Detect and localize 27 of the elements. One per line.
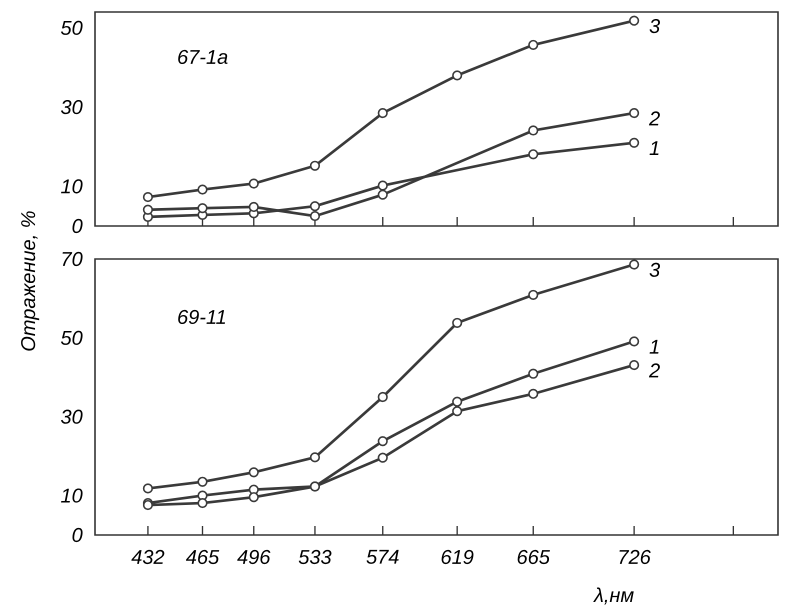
- x-tick-label: 496: [237, 550, 270, 564]
- x-tick-label: 574: [366, 550, 399, 564]
- y-tick-label: 10: [61, 488, 83, 503]
- y-tick-label: 50: [60, 330, 83, 345]
- y-tick-label: 30: [60, 410, 83, 424]
- x-tick-label: 619: [442, 550, 474, 564]
- y-tick-label: 0: [72, 528, 83, 542]
- annotation: 67-1a: [178, 50, 228, 64]
- y-tick-label: 0: [72, 218, 83, 234]
- x-tick-label: 726: [620, 550, 651, 564]
- annotation: 69-11: [178, 310, 226, 324]
- series-label: 3: [650, 262, 660, 277]
- x-tick-label: 665: [518, 550, 550, 564]
- x-tick-label: 432: [131, 550, 164, 564]
- x-tick-label: 465: [186, 550, 220, 564]
- y-tick-label: 30: [60, 100, 83, 114]
- y-tick-label: 50: [60, 20, 83, 35]
- y-axis-title: Отражение, %: [21, 211, 40, 351]
- y-tick-label: 10: [61, 179, 83, 194]
- series-label: 3: [650, 18, 660, 34]
- x-tick-label: 533: [298, 550, 332, 564]
- series-label: 2: [648, 363, 660, 378]
- series-label: 1: [650, 340, 658, 354]
- series-label: 2: [648, 111, 660, 126]
- x-axis-title: λ,нм: [593, 587, 634, 605]
- y-tick-label: 70: [62, 252, 83, 266]
- series-label: 1: [650, 141, 658, 155]
